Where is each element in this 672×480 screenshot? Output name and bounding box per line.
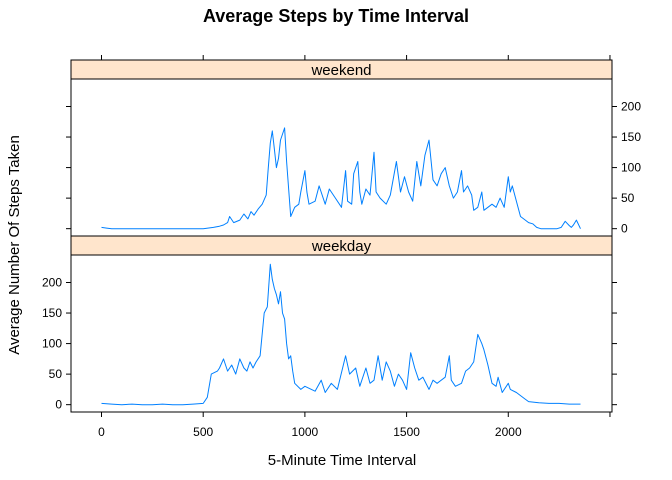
panel-frame-weekday	[70, 254, 613, 413]
series-line-weekday	[101, 263, 581, 406]
y-tick-label-weekend: 150	[621, 130, 641, 144]
x-tick-label: 0	[98, 425, 105, 439]
x-tick-label: 500	[193, 425, 213, 439]
series-line-weekend	[101, 127, 581, 230]
y-tick-label-weekend: 200	[621, 99, 641, 113]
y-tick-label-weekend: 100	[621, 161, 641, 175]
x-tick-label: 1000	[292, 425, 319, 439]
y-tick-label-weekday: 50	[49, 367, 63, 381]
y-tick-label-weekday: 0	[55, 398, 62, 412]
x-tick-label: 1500	[393, 425, 420, 439]
y-tick-label-weekend: 50	[621, 191, 635, 205]
y-tick-label-weekday: 100	[42, 337, 62, 351]
strip-label-weekend: weekend	[310, 62, 371, 79]
x-axis-label: 5-Minute Time Interval	[268, 452, 416, 469]
strip-label-weekday: weekday	[311, 238, 372, 255]
panel-frame-weekend	[70, 78, 613, 237]
y-tick-label-weekday: 200	[42, 275, 62, 289]
x-tick-label: 2000	[495, 425, 522, 439]
y-axis-label: Average Number Of Steps Taken	[6, 135, 23, 355]
y-tick-label-weekend: 0	[621, 222, 628, 236]
y-tick-label-weekday: 150	[42, 306, 62, 320]
chart-title: Average Steps by Time Interval	[203, 6, 469, 26]
